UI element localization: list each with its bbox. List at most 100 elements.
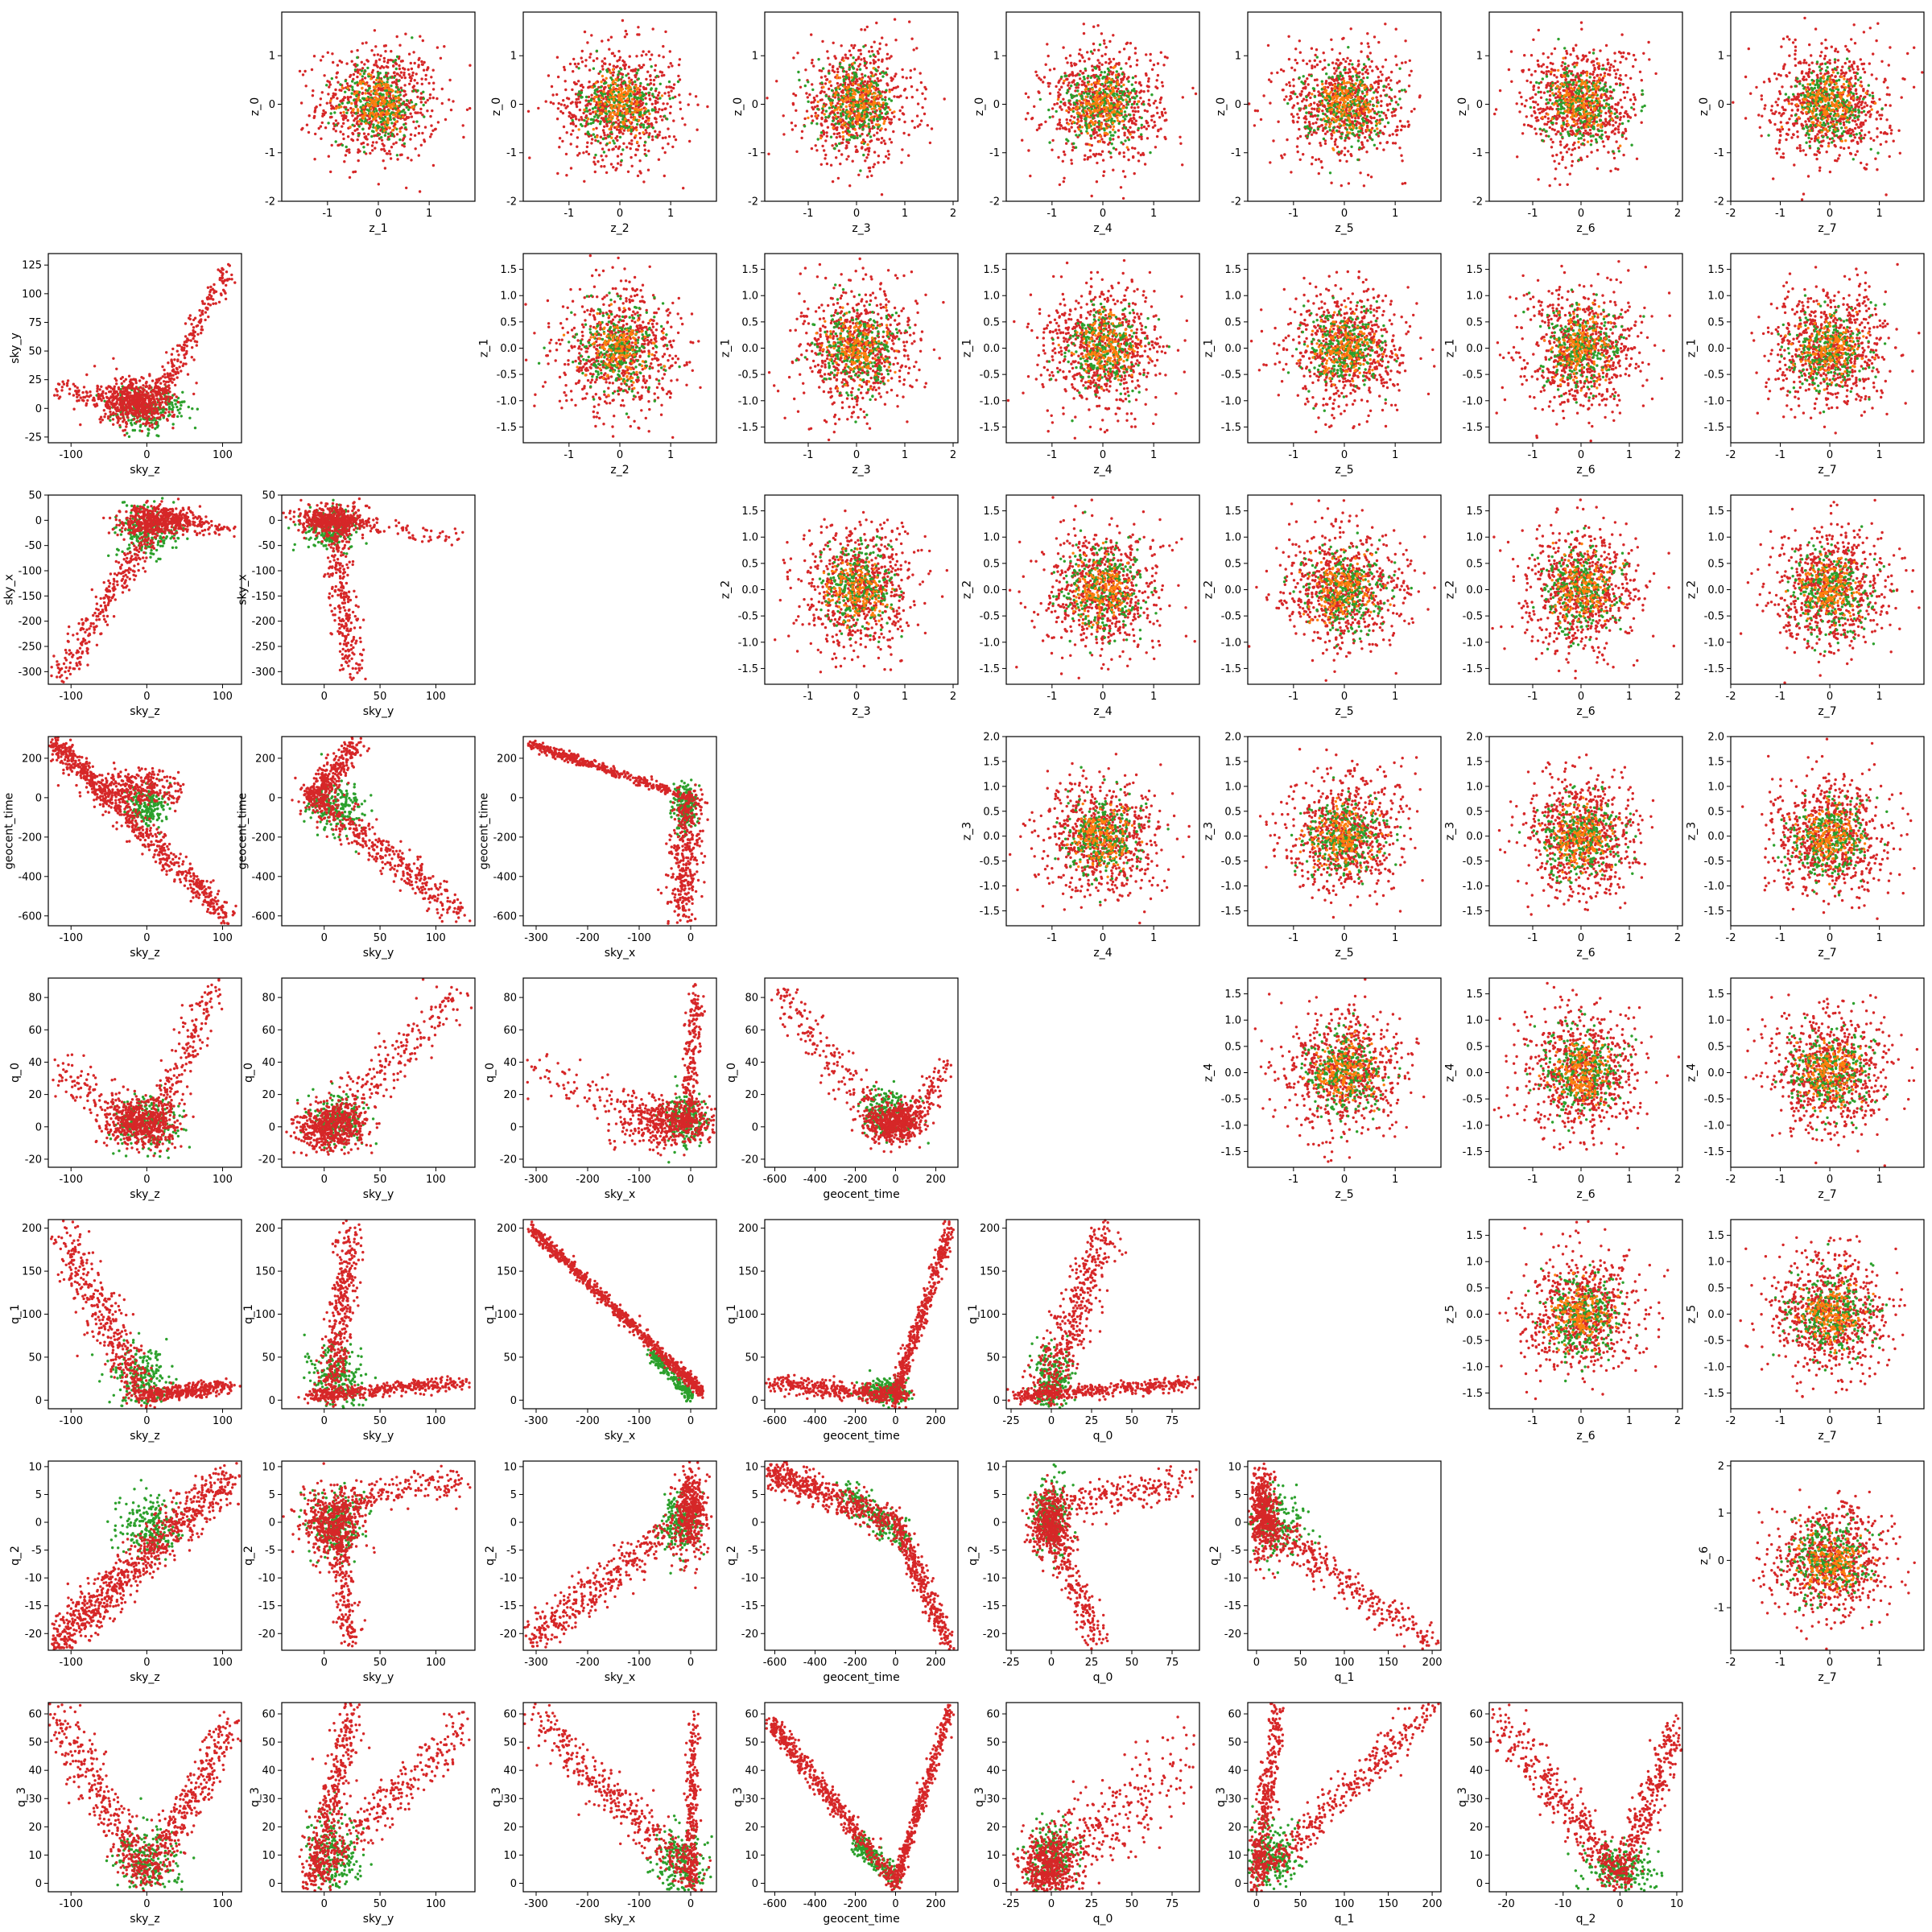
data-point bbox=[299, 70, 301, 72]
data-point bbox=[441, 88, 444, 90]
data-point bbox=[395, 63, 398, 65]
data-point bbox=[365, 122, 367, 125]
data-point bbox=[365, 41, 367, 43]
data-point bbox=[387, 59, 390, 61]
data-point bbox=[369, 112, 372, 114]
data-point bbox=[423, 97, 425, 100]
data-point bbox=[393, 80, 395, 83]
data-point bbox=[435, 128, 437, 130]
data-point bbox=[396, 56, 398, 58]
data-point bbox=[411, 36, 413, 39]
data-point bbox=[347, 135, 349, 138]
data-point bbox=[646, 71, 649, 73]
data-point bbox=[429, 97, 431, 99]
data-point bbox=[415, 147, 417, 150]
data-point bbox=[429, 135, 431, 138]
data-point bbox=[400, 71, 402, 73]
data-point bbox=[330, 116, 332, 118]
data-point bbox=[629, 55, 631, 57]
data-point bbox=[462, 136, 464, 138]
data-point bbox=[383, 121, 386, 123]
data-point bbox=[316, 105, 318, 108]
data-point bbox=[403, 142, 406, 145]
data-point bbox=[381, 139, 383, 142]
data-point bbox=[386, 61, 389, 64]
data-point bbox=[382, 105, 384, 107]
data-point bbox=[386, 110, 388, 113]
data-point bbox=[345, 112, 348, 114]
data-point bbox=[351, 86, 353, 89]
data-point bbox=[385, 97, 387, 99]
data-point bbox=[402, 67, 404, 69]
data-point bbox=[336, 81, 339, 84]
data-point bbox=[374, 61, 377, 64]
data-point bbox=[336, 72, 338, 74]
data-point bbox=[391, 133, 394, 135]
data-point bbox=[421, 83, 423, 85]
data-point bbox=[357, 93, 360, 96]
data-point bbox=[400, 87, 402, 89]
data-point bbox=[386, 93, 388, 96]
data-point bbox=[408, 53, 411, 56]
data-point bbox=[369, 90, 372, 93]
data-point bbox=[398, 68, 401, 70]
data-point bbox=[426, 109, 428, 112]
data-point bbox=[390, 106, 392, 109]
data-point bbox=[359, 72, 361, 75]
data-point bbox=[300, 128, 303, 130]
data-point bbox=[330, 107, 332, 109]
data-point bbox=[347, 98, 349, 101]
data-point bbox=[412, 121, 415, 123]
data-point bbox=[354, 105, 357, 108]
data-point bbox=[332, 96, 335, 98]
data-point bbox=[358, 125, 361, 127]
data-point bbox=[349, 96, 352, 98]
data-point bbox=[420, 144, 423, 147]
y-tick-label: 0 bbox=[269, 99, 275, 111]
data-point bbox=[374, 147, 376, 149]
data-point bbox=[407, 117, 409, 119]
data-point bbox=[359, 106, 361, 109]
data-point bbox=[410, 80, 412, 82]
y-tick-label: -1 bbox=[265, 147, 275, 159]
data-point bbox=[415, 120, 418, 122]
data-point bbox=[326, 102, 328, 105]
data-point bbox=[405, 187, 407, 189]
data-point bbox=[392, 114, 394, 116]
data-point bbox=[377, 65, 379, 68]
data-point bbox=[422, 39, 424, 42]
data-point bbox=[377, 84, 379, 86]
data-point bbox=[386, 114, 388, 116]
data-point bbox=[329, 83, 332, 85]
data-point bbox=[341, 125, 343, 127]
data-point bbox=[384, 125, 386, 127]
data-point bbox=[376, 89, 378, 92]
data-point bbox=[412, 51, 415, 53]
data-point bbox=[361, 93, 364, 95]
data-point bbox=[394, 123, 396, 126]
data-point bbox=[365, 138, 367, 140]
data-point bbox=[418, 125, 420, 127]
data-point bbox=[339, 130, 341, 133]
data-point bbox=[375, 79, 378, 81]
data-point bbox=[352, 108, 354, 110]
data-point bbox=[427, 82, 430, 85]
data-point bbox=[303, 70, 306, 72]
data-point bbox=[372, 69, 374, 72]
data-point bbox=[372, 118, 374, 121]
data-point bbox=[374, 126, 377, 129]
data-point bbox=[323, 74, 325, 76]
data-point bbox=[362, 80, 365, 83]
data-point bbox=[397, 72, 399, 75]
data-point bbox=[375, 109, 378, 112]
data-point bbox=[402, 116, 404, 118]
data-point bbox=[362, 106, 365, 109]
data-point bbox=[386, 65, 388, 68]
data-point bbox=[302, 73, 304, 76]
data-point bbox=[328, 155, 330, 158]
data-point bbox=[410, 62, 412, 64]
data-point bbox=[402, 138, 404, 141]
data-point bbox=[340, 89, 342, 92]
